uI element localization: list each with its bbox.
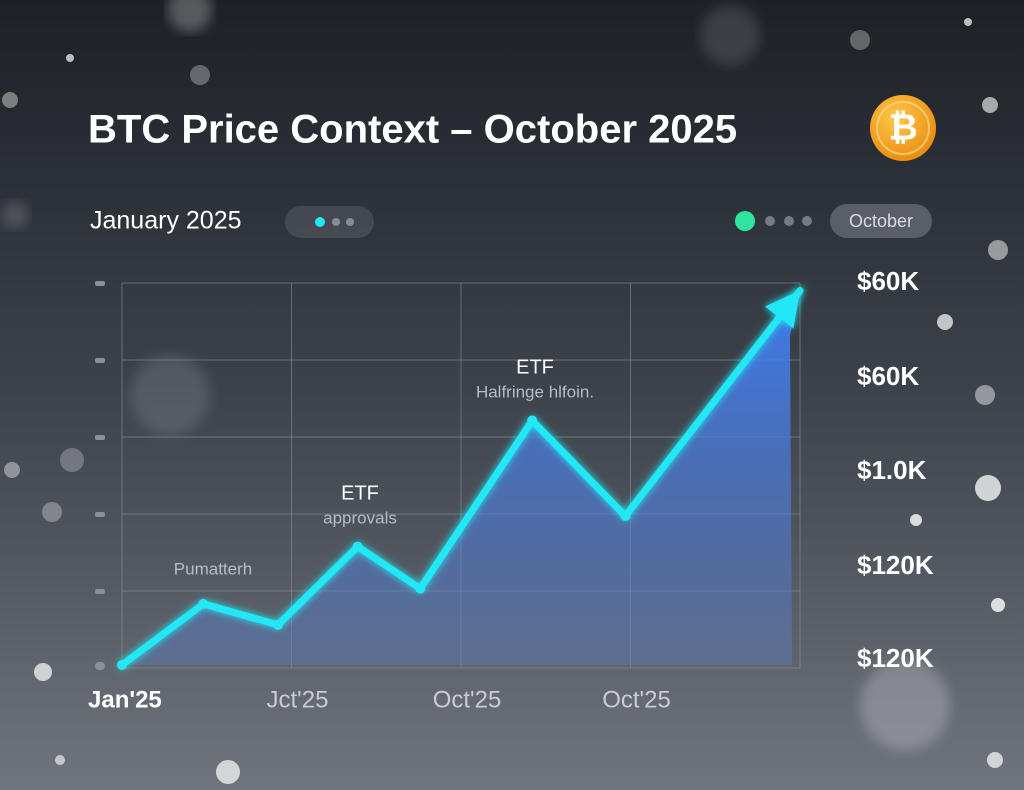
chart-title: BTC Price Context – October 2025	[88, 108, 737, 152]
right-axis-label: $120K	[857, 550, 934, 580]
right-axis-label: $60K	[857, 266, 919, 296]
vertex	[352, 541, 363, 552]
annotation-text: approvals	[323, 508, 397, 527]
annotation-text: Pumatterh	[174, 559, 252, 578]
x-tick-label: Oct'25	[602, 686, 671, 713]
range-dots	[735, 211, 812, 231]
annotation-text: Halfringe hlfoin.	[476, 382, 594, 401]
line	[118, 287, 804, 669]
right-axis-label: $1.0K	[857, 455, 927, 485]
vertex	[527, 415, 538, 426]
end-label: October	[849, 211, 913, 231]
svg-text:₿: ₿	[888, 107, 917, 148]
arrow-head	[764, 290, 800, 329]
vertex	[198, 598, 209, 609]
range-pill	[285, 206, 374, 238]
annotation-title: ETF	[341, 482, 379, 504]
area	[122, 290, 800, 665]
vertex	[272, 619, 283, 630]
bitcoin-icon: ₿	[870, 95, 936, 161]
right-axis-label: $60K	[857, 361, 919, 391]
x-tick-label: Jct'25	[267, 686, 329, 713]
x-tick-label: Jan'25	[88, 686, 162, 713]
bokeh	[1, 0, 1008, 784]
left-tick-marks	[95, 281, 105, 670]
annotation-title: ETF	[516, 356, 554, 378]
vertex	[415, 583, 426, 594]
end-pill	[830, 204, 932, 238]
start-label: January 2025	[90, 207, 242, 235]
vertex	[620, 511, 631, 522]
right-axis-label: $120K	[857, 643, 934, 673]
vertex	[117, 660, 127, 670]
x-tick-label: Oct'25	[433, 686, 502, 713]
